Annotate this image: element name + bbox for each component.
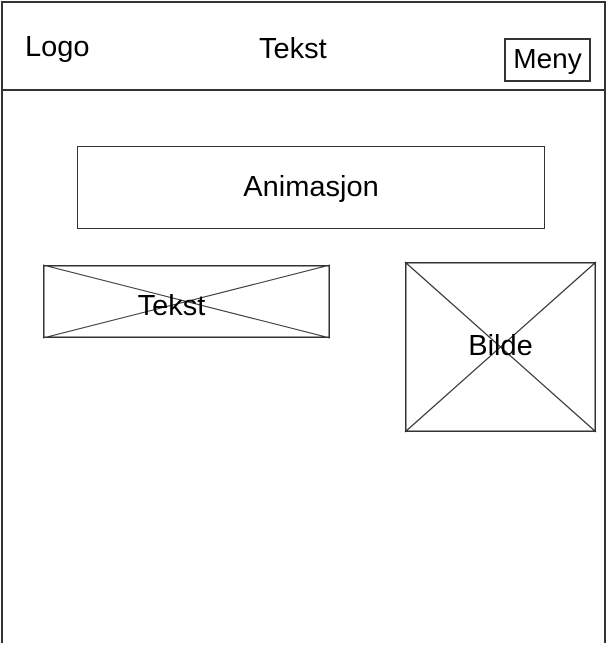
header-text: Tekst [259, 33, 327, 65]
header: Logo Tekst Meny [1, 1, 606, 91]
menu-button[interactable]: Meny [504, 38, 591, 82]
text-placeholder-cross [42, 264, 331, 339]
logo[interactable]: Logo [25, 31, 90, 63]
image-placeholder: Bilde [404, 261, 597, 433]
text-placeholder-label: Tekst [137, 290, 206, 322]
animation-box: Animasjon [77, 146, 545, 229]
image-placeholder-label: Bilde [468, 330, 533, 362]
text-placeholder: Tekst [42, 264, 331, 339]
image-placeholder-cross [404, 261, 597, 433]
